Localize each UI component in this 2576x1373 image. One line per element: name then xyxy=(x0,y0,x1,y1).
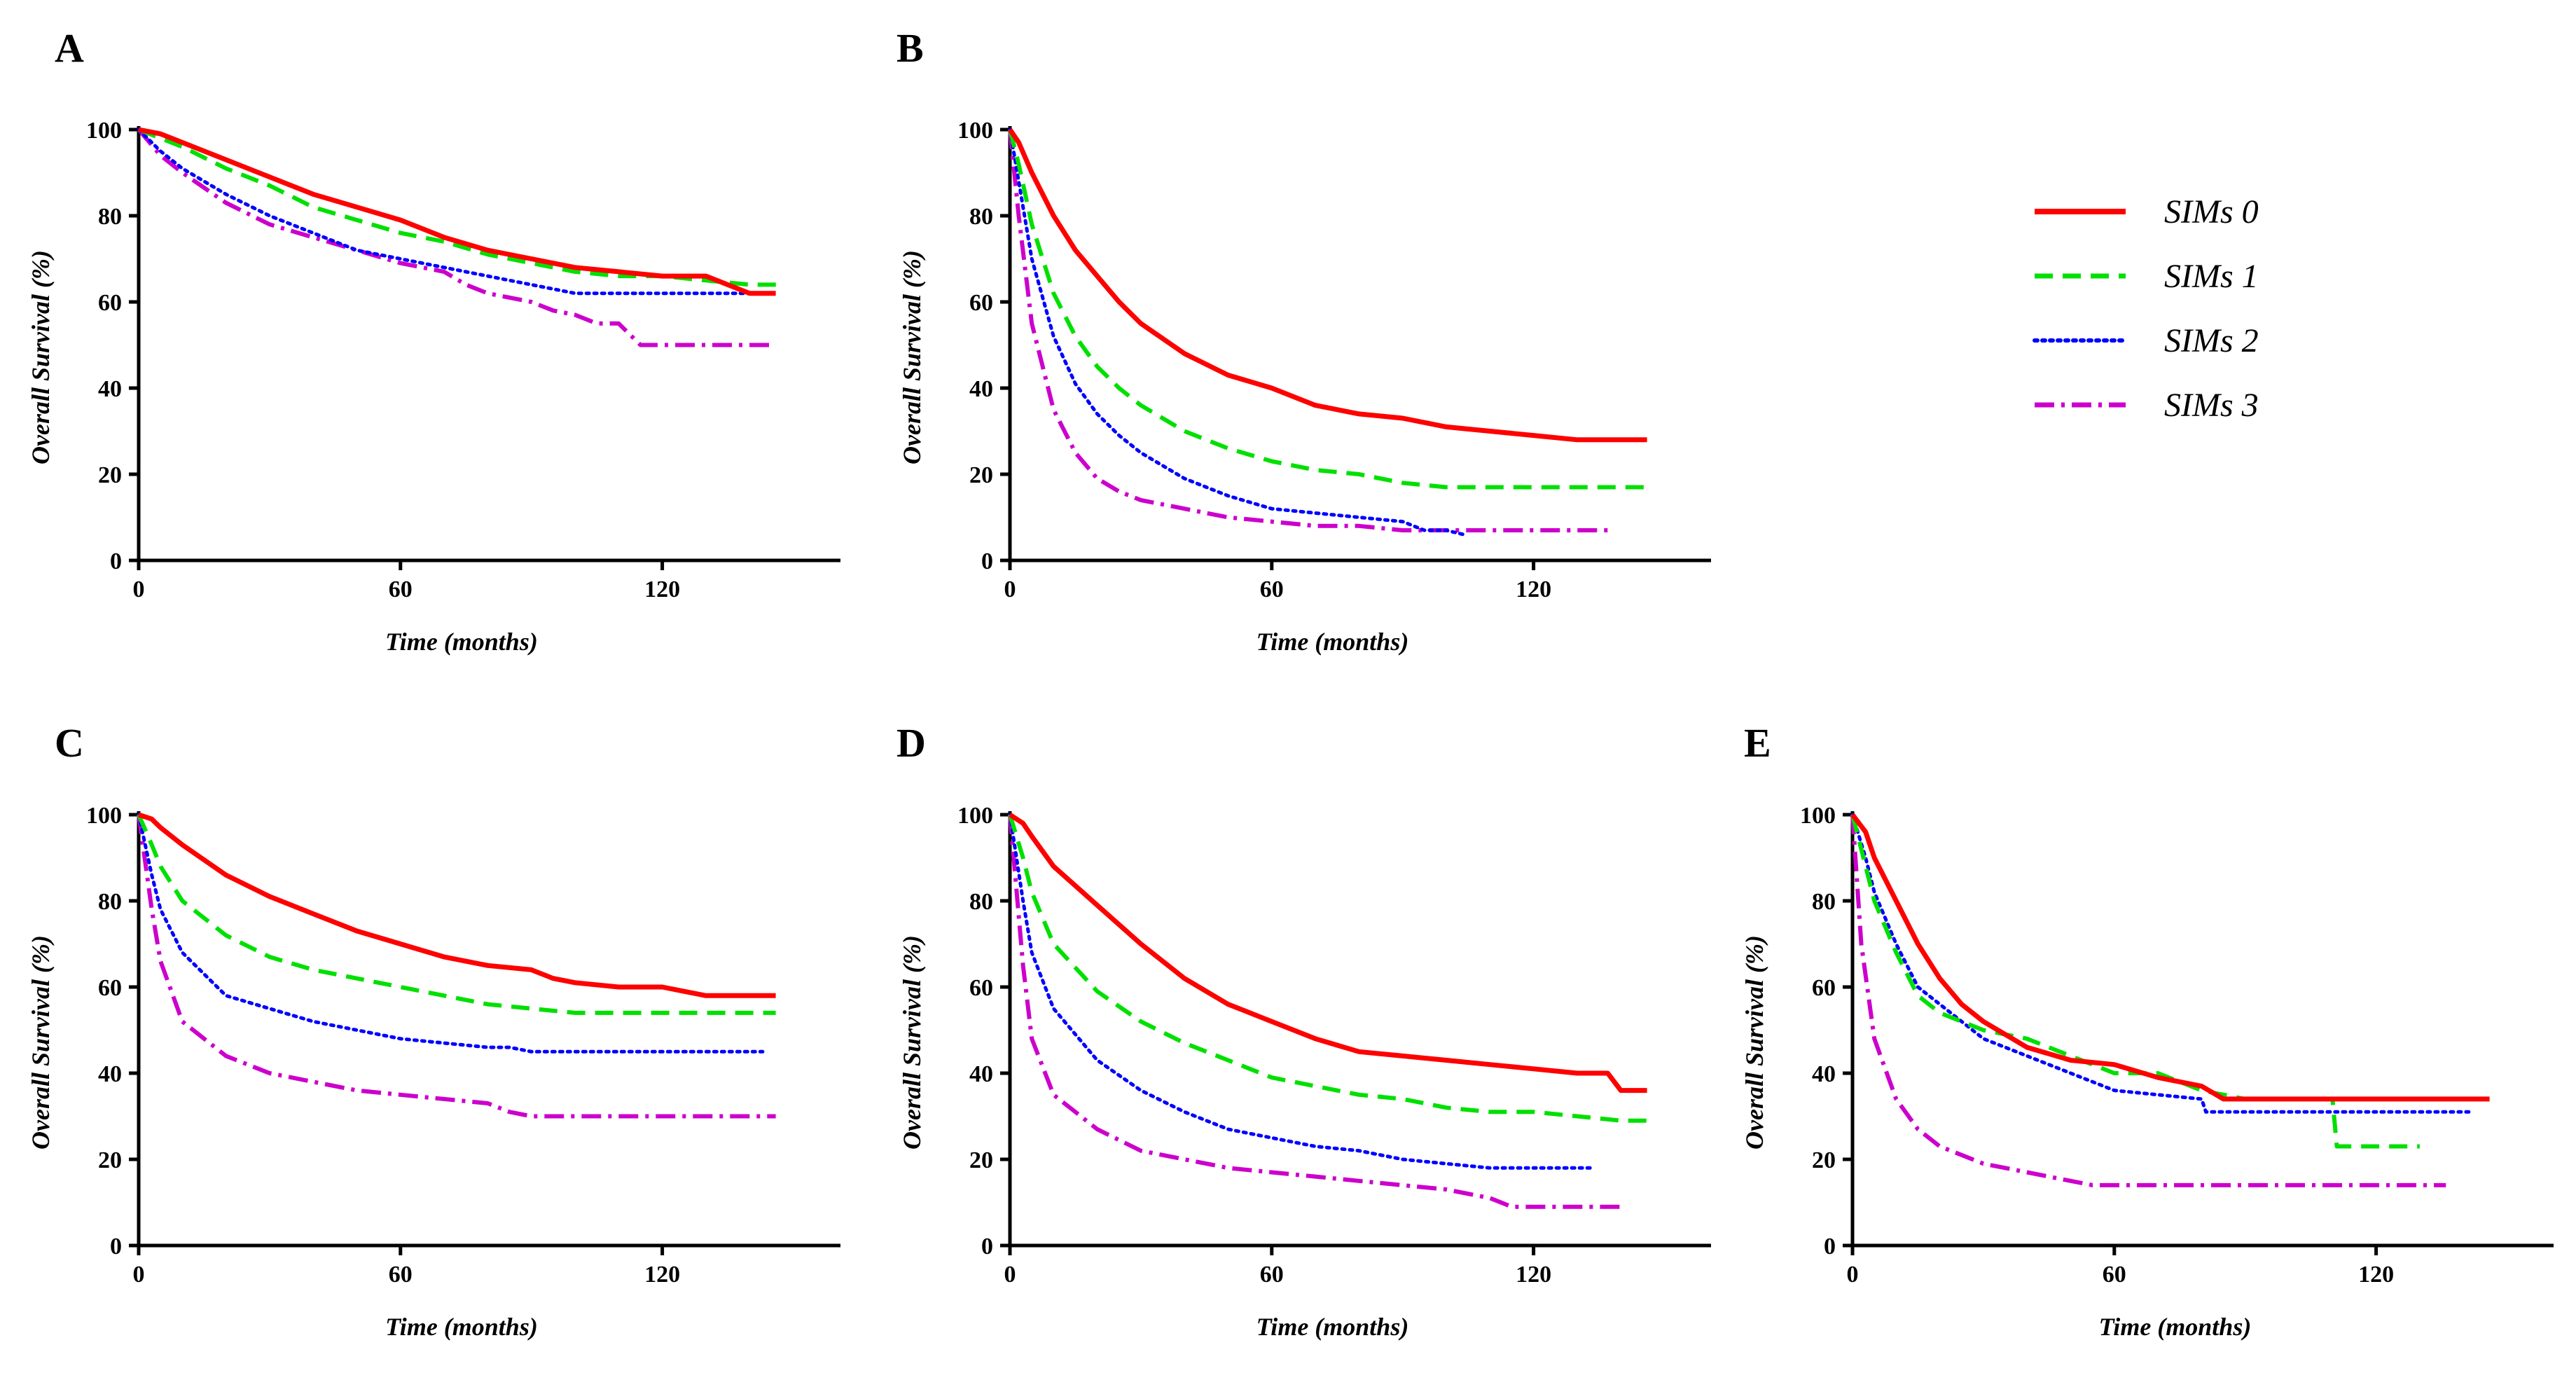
series-line-sims-0 xyxy=(1850,813,2490,1102)
panel-letter: C xyxy=(55,720,84,766)
x-tick-label: 0 xyxy=(1847,1262,1859,1288)
panel-letter: B xyxy=(896,25,924,71)
series-line-sims-3 xyxy=(1850,814,2446,1187)
x-axis-title: Time (months) xyxy=(2099,1313,2252,1341)
y-tick-label: 80 xyxy=(98,889,122,915)
y-tick-label: 40 xyxy=(98,1061,122,1087)
panel-letter: D xyxy=(896,720,926,766)
panel-letter: E xyxy=(1744,720,1771,766)
y-tick-label: 20 xyxy=(98,1147,122,1173)
x-tick-label: 60 xyxy=(1260,577,1284,602)
series-line-sims-2 xyxy=(137,127,778,296)
legend-item: SIMs 2 xyxy=(2033,322,2259,359)
x-tick-label: 120 xyxy=(1516,577,1551,602)
series-line-sims-3 xyxy=(1008,814,1621,1209)
y-tick-label: 60 xyxy=(98,290,122,316)
panel-C: C 0 20 40 60 80 100 0 60 120 Time (months) Overall … xyxy=(27,720,840,1341)
x-tick-label: 0 xyxy=(133,1262,145,1288)
legend-item: SIMs 1 xyxy=(2035,258,2259,295)
y-tick-label: 60 xyxy=(98,975,122,1001)
y-tick-label: 100 xyxy=(957,118,993,144)
y-tick-label: 20 xyxy=(969,462,993,488)
y-tick-label: 20 xyxy=(1812,1147,1836,1173)
y-tick-label: 80 xyxy=(98,204,122,230)
y-tick-label: 100 xyxy=(86,803,122,829)
y-axis-title: Overall Survival (%) xyxy=(27,935,55,1150)
y-tick-label: 40 xyxy=(1812,1061,1836,1087)
y-tick-label: 60 xyxy=(969,975,993,1001)
series-line-sims-1 xyxy=(1008,814,1647,1123)
x-axis-title: Time (months) xyxy=(1256,628,1409,656)
panel-letter: A xyxy=(55,25,84,71)
panel-E: E 0 20 40 60 80 100 0 60 120 Time (months) Overall … xyxy=(1740,720,2554,1341)
panel-A: A 0 20 40 60 80 100 0 60 120 Time (months) Overall … xyxy=(27,25,840,656)
y-tick-label: 100 xyxy=(957,803,993,829)
series-line-sims-2 xyxy=(137,813,765,1054)
series-line-sims-0 xyxy=(138,127,776,296)
series-line-sims-2 xyxy=(1008,127,1466,537)
y-axis-title: Overall Survival (%) xyxy=(1740,935,1768,1150)
series-line-sims-2 xyxy=(1850,813,2474,1114)
series-line-sims-0 xyxy=(1008,128,1647,443)
x-axis-title: Time (months) xyxy=(385,1313,538,1341)
y-tick-label: 40 xyxy=(969,1061,993,1087)
x-tick-label: 60 xyxy=(2103,1262,2126,1288)
x-axis-title: Time (months) xyxy=(385,628,538,656)
y-axis-title: Overall Survival (%) xyxy=(27,250,55,464)
series-line-sims-2 xyxy=(1008,813,1597,1170)
y-tick-label: 80 xyxy=(969,204,993,230)
y-tick-label: 100 xyxy=(1800,803,1836,829)
y-tick-label: 80 xyxy=(969,889,993,915)
y-tick-label: 0 xyxy=(1824,1234,1836,1260)
series-line-sims-3 xyxy=(137,814,776,1119)
series-line-sims-3 xyxy=(1008,129,1612,532)
panels: A 0 20 40 60 80 100 0 60 120 Time (months) Overall … xyxy=(27,25,2554,1341)
x-tick-label: 120 xyxy=(2358,1262,2394,1288)
legend-label: SIMs 3 xyxy=(2164,387,2259,424)
legend-label: SIMs 2 xyxy=(2164,322,2259,359)
series-line-sims-0 xyxy=(137,812,776,998)
x-tick-label: 0 xyxy=(1004,577,1016,602)
y-tick-label: 0 xyxy=(110,548,122,574)
x-tick-label: 120 xyxy=(644,577,680,602)
y-tick-label: 60 xyxy=(969,290,993,316)
y-axis-title: Overall Survival (%) xyxy=(898,935,926,1150)
y-tick-label: 0 xyxy=(981,548,993,574)
y-tick-label: 80 xyxy=(1812,889,1836,915)
y-tick-label: 0 xyxy=(981,1234,993,1260)
x-tick-label: 120 xyxy=(644,1262,680,1288)
y-tick-label: 100 xyxy=(86,118,122,144)
y-tick-label: 40 xyxy=(969,376,993,402)
series-line-sims-3 xyxy=(137,128,776,347)
legend-item: SIMs 3 xyxy=(2035,387,2259,424)
legend-item: SIMs 0 xyxy=(2035,193,2259,230)
x-tick-label: 120 xyxy=(1516,1262,1551,1288)
series-line-sims-1 xyxy=(137,813,776,1015)
legend-label: SIMs 1 xyxy=(2164,258,2259,295)
y-tick-label: 0 xyxy=(110,1234,122,1260)
legend: SIMs 0 SIMs 1 SIMs 2 SIMs 3 xyxy=(2033,193,2259,424)
y-tick-label: 20 xyxy=(98,462,122,488)
x-tick-label: 60 xyxy=(389,1262,413,1288)
series-line-sims-1 xyxy=(1008,129,1647,490)
x-tick-label: 0 xyxy=(133,577,145,602)
y-tick-label: 40 xyxy=(98,376,122,402)
x-tick-label: 60 xyxy=(389,577,413,602)
y-tick-label: 20 xyxy=(969,1147,993,1173)
series-line-sims-0 xyxy=(1009,813,1647,1093)
y-tick-label: 60 xyxy=(1812,975,1836,1001)
x-axis-title: Time (months) xyxy=(1256,1313,1409,1341)
x-tick-label: 0 xyxy=(1004,1262,1016,1288)
panel-B: B 0 20 40 60 80 100 0 60 120 Time (months) Overall … xyxy=(896,25,1711,656)
panel-D: D 0 20 40 60 80 100 0 60 120 Time (months) Overall … xyxy=(896,720,1711,1341)
x-tick-label: 60 xyxy=(1260,1262,1284,1288)
y-axis-title: Overall Survival (%) xyxy=(898,250,926,464)
legend-label: SIMs 0 xyxy=(2164,193,2259,230)
